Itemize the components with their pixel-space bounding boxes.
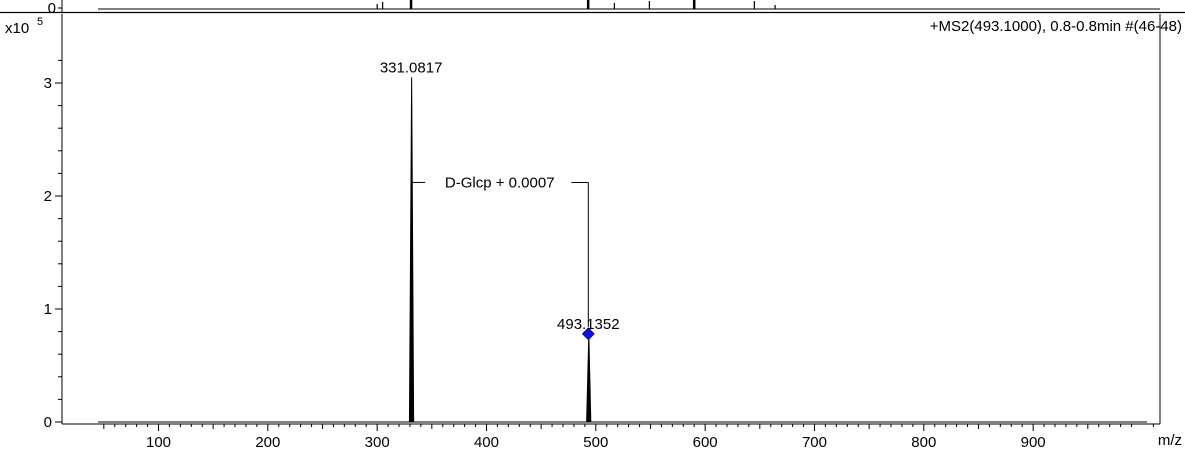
peak [408,77,415,422]
y-multiplier-label: x10 [5,20,29,37]
x-tick-label: 500 [583,434,608,451]
x-tick-label: 100 [146,434,171,451]
y-tick-label: 0 [44,414,52,431]
x-tick-label: 200 [255,434,280,451]
top-panel: 0 [0,0,1185,17]
x-axis: 100 200 300 400 500 600 700 800 900 [103,424,1154,451]
plot-frame [61,14,1161,425]
peak-label: 331.0817 [380,59,443,76]
x-tick-label: 900 [1021,434,1046,451]
x-tick-label: 400 [474,434,499,451]
y-tick-label: 1 [44,301,52,318]
x-axis-label: m/z [1158,432,1182,449]
y-axis: 0 1 2 3 [44,59,62,431]
x-tick-label: 700 [802,434,827,451]
top-y-tick-label: 0 [48,0,56,17]
annotation-bracket [411,181,589,327]
annotation-label: D-Glcp + 0.0007 [445,174,555,191]
precursor-marker [581,327,595,341]
x-tick-label: 800 [911,434,936,451]
y-multiplier-exponent: 5 [37,16,43,28]
y-tick-label: 2 [44,188,52,205]
x-tick-label: 300 [365,434,390,451]
chart-title: +MS2(493.1000), 0.8-0.8min #(46-48) [930,18,1182,35]
peak [586,333,592,422]
x-tick-label: 600 [693,434,718,451]
y-tick-label: 3 [44,75,52,92]
